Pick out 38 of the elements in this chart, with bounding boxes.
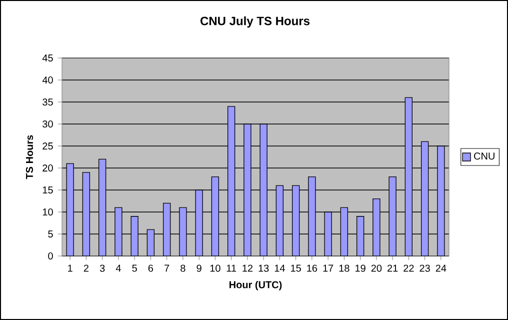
x-tick-label: 11 <box>226 264 236 272</box>
x-tick-label: 8 <box>180 264 186 272</box>
x-tick-label: 1 <box>68 264 72 272</box>
y-tick-label: 40 <box>42 76 53 84</box>
x-tick-label: 24 <box>436 264 446 272</box>
y-tick-label: 15 <box>42 186 53 194</box>
y-tick-label: 30 <box>42 120 53 128</box>
x-tick-label: 14 <box>274 264 285 272</box>
x-tick-label: 15 <box>291 264 301 272</box>
x-tick-label: 9 <box>196 264 202 272</box>
x-tick-label: 16 <box>307 264 318 272</box>
x-tick-label: 21 <box>388 264 398 272</box>
y-tick-label: 25 <box>42 142 53 150</box>
y-tick-label: 45 <box>42 54 53 62</box>
legend-label: CNU <box>474 152 494 160</box>
x-tick-label: 10 <box>210 264 220 272</box>
x-tick-label: 6 <box>148 264 154 272</box>
x-tick-label: 13 <box>258 264 269 272</box>
x-tick-label: 4 <box>116 264 121 272</box>
x-tick-label: 18 <box>339 264 350 272</box>
x-tick-label: 20 <box>371 264 382 272</box>
x-tick-label: 23 <box>420 264 430 272</box>
x-tick-label: 5 <box>132 264 137 272</box>
y-axis-title: TS Hours <box>26 135 34 180</box>
y-tick-label: 0 <box>48 252 53 260</box>
x-tick-label: 12 <box>242 264 252 272</box>
chart-title: CNU July TS Hours <box>200 16 310 28</box>
x-axis-title: Hour (UTC) <box>230 280 282 290</box>
x-tick-label: 17 <box>323 264 334 272</box>
y-tick-label: 20 <box>42 164 53 172</box>
x-tick-label: 3 <box>100 264 105 272</box>
y-tick-label: 5 <box>48 230 53 238</box>
y-tick-label: 10 <box>42 208 53 216</box>
x-tick-label: 7 <box>164 264 170 272</box>
y-tick-label: 35 <box>42 98 53 106</box>
x-tick-label: 19 <box>356 264 366 272</box>
x-tick-label: 2 <box>84 264 88 272</box>
x-tick-label: 22 <box>404 264 414 272</box>
